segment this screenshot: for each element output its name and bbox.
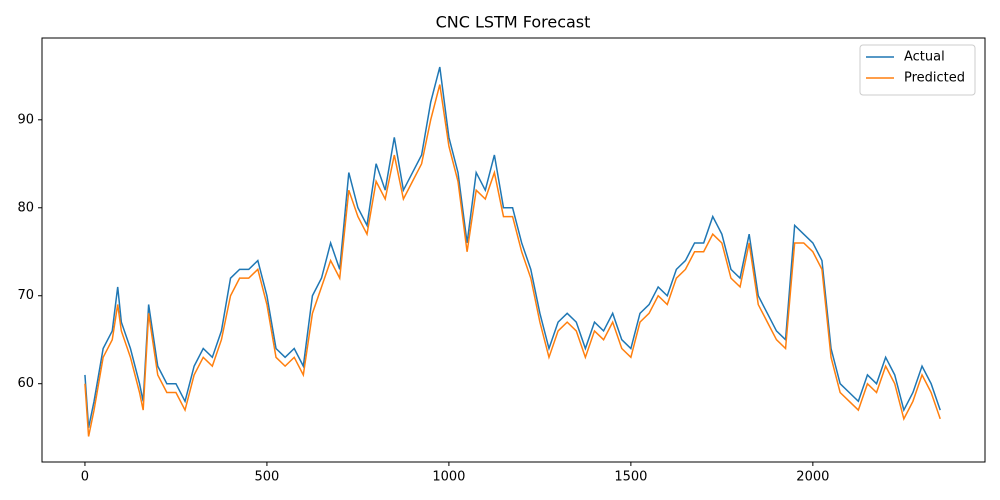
plot-frame (41, 37, 986, 463)
series-line (84, 84, 941, 437)
y-tick-label: 60 (17, 376, 34, 391)
y-tick-label: 70 (17, 288, 34, 303)
x-tick-label: 500 (255, 470, 280, 485)
x-tick-label: 1000 (432, 470, 465, 485)
x-tick-label: 1500 (614, 470, 647, 485)
series-line (84, 66, 941, 428)
y-tick-label: 80 (17, 200, 34, 215)
legend-label: Actual (904, 50, 945, 65)
chart-title: CNC LSTM Forecast (436, 13, 591, 32)
legend-label: Predicted (904, 71, 965, 86)
x-tick-label: 2000 (796, 470, 829, 485)
x-tick-label: 0 (81, 470, 89, 485)
y-tick-label: 90 (17, 112, 34, 127)
